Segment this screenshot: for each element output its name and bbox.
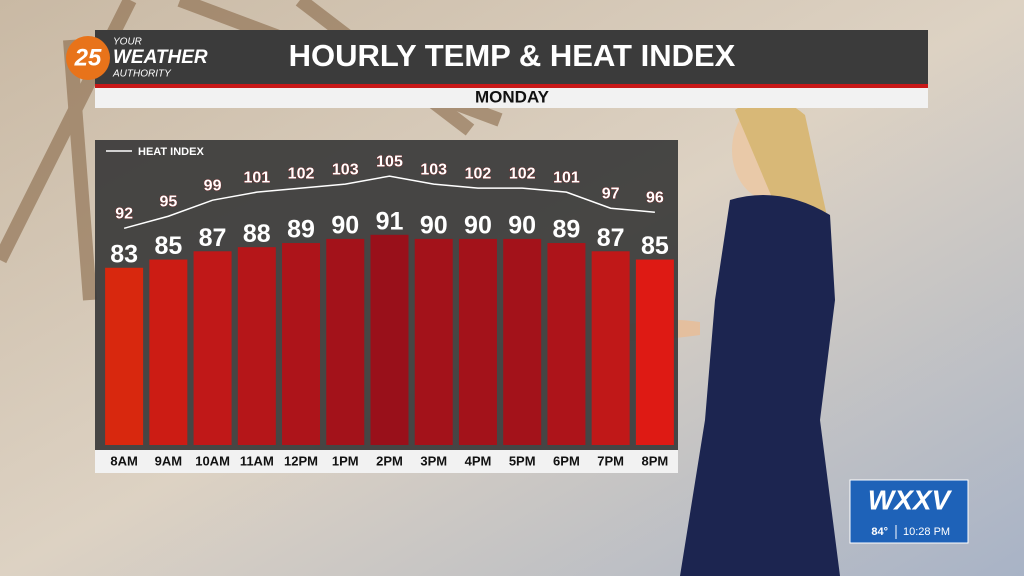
logo-text: WEATHER: [113, 47, 208, 68]
value-label: 85: [154, 232, 182, 260]
value-label: 83: [110, 240, 138, 268]
heat-index-label: 99: [204, 177, 222, 194]
logo-text: YOUR: [113, 37, 142, 48]
value-label: 90: [508, 212, 536, 240]
bar: [105, 267, 144, 445]
value-label: 90: [420, 212, 448, 240]
x-tick-label: 12PM: [284, 453, 318, 468]
bar: [149, 259, 188, 445]
legend-label: HEAT INDEX: [138, 146, 204, 158]
bar: [414, 238, 453, 445]
x-tick-label: 8AM: [110, 453, 137, 468]
title-accent: [95, 84, 928, 88]
x-tick-label: 6PM: [553, 453, 580, 468]
subtitle-bar: [95, 88, 928, 108]
x-tick-label: 2PM: [376, 453, 403, 468]
heat-index-label: 105: [376, 153, 403, 170]
heat-index-label: 101: [553, 169, 580, 186]
logo: 25 YOUR WEATHER AUTHORITY: [66, 36, 208, 80]
x-tick-label: 8PM: [642, 453, 669, 468]
value-label: 91: [376, 207, 404, 235]
logo-badge: [66, 36, 110, 80]
value-label: 88: [243, 220, 271, 248]
x-tick-label: 11AM: [240, 453, 274, 468]
bar: [547, 243, 586, 445]
value-label: 87: [597, 224, 625, 252]
value-label: 89: [553, 216, 581, 244]
x-tick-label: 9AM: [155, 453, 182, 468]
value-label: 89: [287, 216, 315, 244]
chart-subtitle: MONDAY: [475, 87, 550, 106]
x-tick-label: 10AM: [195, 453, 230, 468]
heat-index-label: 97: [602, 185, 620, 202]
heat-index-label: 103: [332, 161, 359, 178]
category-strip: [95, 450, 678, 473]
x-tick-label: 4PM: [465, 453, 492, 468]
bar: [503, 238, 542, 445]
value-label: 85: [641, 232, 669, 260]
heat-index-label: 92: [115, 206, 133, 223]
chart: 83 8AM 85 9AM 87 10AM 88 11AM 89 12PM 90 1PM 91 2PM 90…: [105, 146, 674, 468]
station-bug: WXXV 84° 10:28 PM: [849, 479, 969, 544]
heat-index-label: 102: [288, 165, 315, 182]
station-name: WXXV: [868, 484, 953, 515]
x-tick-label: 7PM: [597, 453, 624, 468]
bug-box: [849, 479, 969, 544]
x-tick-label: 3PM: [420, 453, 447, 468]
heat-index-label: 101: [243, 169, 270, 186]
value-label: 90: [464, 212, 492, 240]
value-label: 90: [331, 212, 359, 240]
bar: [591, 251, 630, 445]
bar: [193, 251, 232, 445]
heat-index-line: [123, 175, 655, 230]
bar: [237, 247, 276, 445]
heat-index-label: 95: [159, 193, 177, 210]
heat-index-label: 102: [465, 165, 492, 182]
current-temperature: 84°: [871, 526, 888, 538]
bar: [282, 243, 321, 445]
heat-index-label: 102: [509, 165, 536, 182]
bar: [326, 238, 365, 445]
logo-text: AUTHORITY: [112, 69, 172, 80]
title-bar: [95, 30, 928, 84]
x-tick-label: 1PM: [332, 453, 359, 468]
chart-title: HOURLY TEMP & HEAT INDEX: [289, 38, 736, 73]
heat-index-label: 103: [420, 161, 447, 178]
value-label: 87: [199, 224, 227, 252]
heat-index-label: 96: [646, 189, 664, 206]
logo-number: 25: [74, 44, 102, 71]
bar: [458, 238, 497, 445]
x-tick-label: 5PM: [509, 453, 536, 468]
current-time: 10:28 PM: [903, 526, 950, 538]
bar: [635, 259, 674, 445]
bar: [370, 234, 409, 445]
